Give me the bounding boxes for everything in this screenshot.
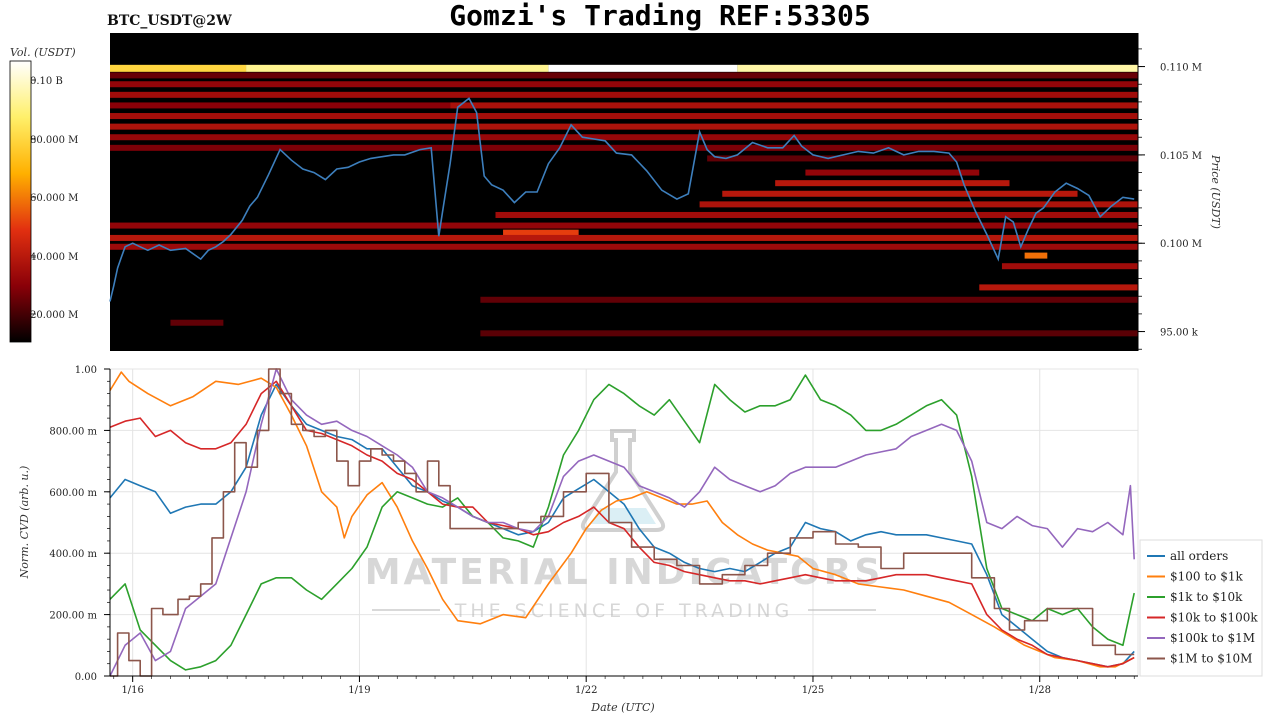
heat-band (495, 211, 1138, 218)
cvd-series-line (109, 383, 1135, 668)
price-tick-label: 95.00 k (1160, 328, 1199, 339)
heat-band (110, 134, 1138, 141)
cvd-x-tick-label: 1/16 (121, 685, 143, 696)
heat-band (110, 64, 247, 72)
heat-band (503, 229, 579, 236)
price-tick-label: 0.105 M (1160, 151, 1202, 162)
heat-band (805, 169, 980, 176)
colorbar: 0.10 B 80.000 M 60.000 M 40.000 M 20.000 M (9, 60, 78, 343)
price-tick-label: 0.100 M (1160, 239, 1202, 250)
heat-band (737, 64, 1138, 72)
heat-band (699, 201, 1138, 208)
flask-liquid (590, 508, 656, 524)
heat-band (480, 296, 1139, 303)
heat-band (110, 243, 1138, 250)
heat-band (450, 102, 1138, 109)
colorbar-tick-label: 60.000 M (30, 193, 78, 204)
legend-label: $100 to $1k (1170, 570, 1243, 584)
price-line (109, 97, 1135, 302)
heat-band (110, 102, 451, 109)
cvd-y-tick-label: 1.00 (75, 365, 97, 376)
legend-label: $1M to $10M (1170, 652, 1252, 666)
heat-band (110, 91, 1138, 98)
watermark-subtitle: THE SCIENCE OF TRADING (454, 600, 794, 622)
colorbar-title: Vol. (USDT) (10, 46, 76, 59)
heat-band (1001, 263, 1138, 270)
heat-band (707, 155, 1138, 162)
legend-box (1139, 539, 1263, 677)
cvd-x-tick-label: 1/19 (348, 685, 370, 696)
cvd-x-tick-label: 1/22 (575, 685, 597, 696)
cvd-y-tick-label: 600.00 m (49, 488, 97, 499)
symbol-label: BTC_USDT@2W (107, 13, 232, 29)
price-axis-title: Price (USDT) (1209, 154, 1222, 229)
heat-band (110, 234, 1138, 241)
heat-band (979, 284, 1138, 291)
legend-label: $1k to $10k (1170, 590, 1243, 604)
cvd-y-tick-label: 800.00 m (49, 426, 97, 437)
colorbar-tick-label: 80.000 M (30, 135, 78, 146)
legend-label: $100k to $1M (1170, 631, 1255, 645)
cvd-series-line (110, 368, 1135, 677)
heat-band (1024, 252, 1048, 259)
cvd-y-axis-title: Norm. CVD (arb. u.) (18, 466, 31, 580)
heat-band (110, 123, 1138, 130)
heat-band (110, 72, 1138, 79)
heat-band (110, 113, 1138, 120)
cvd-y-tick-label: 400.00 m (49, 549, 97, 560)
watermark-title: MATERIAL INDICATORS (365, 552, 884, 593)
cvd-x-tick-label: 1/25 (802, 685, 824, 696)
colorbar-tick-label: 20.000 M (30, 310, 78, 321)
colorbar-tick-label: 0.10 B (30, 76, 63, 87)
colorbar-tick-label: 40.000 M (30, 252, 78, 263)
heat-band (110, 222, 1138, 229)
flask-icon (580, 429, 666, 532)
heat-band (548, 64, 738, 72)
heatmap-panel: 95.00 k 0.100 M 0.105 M 0.110 M Price (USDT) (109, 33, 1222, 351)
legend-label: $10k to $100k (1170, 611, 1258, 625)
colorbar-bar (9, 60, 32, 343)
cvd-x-tick-label: 1/28 (1029, 685, 1051, 696)
cvd-x-axis-title: Date (UTC) (590, 701, 654, 714)
legend: all orders $100 to $1k $1k to $10k $10k to … (1139, 539, 1263, 677)
cvd-series-line (109, 380, 1135, 668)
cvd-panel: MATERIAL INDICATORS THE SCIENCE OF TRADIN… (18, 365, 1139, 714)
watermark: MATERIAL INDICATORS THE SCIENCE OF TRADIN… (365, 429, 884, 622)
legend-label: all orders (1170, 549, 1228, 563)
heat-band (110, 144, 1138, 151)
heat-band (246, 64, 549, 72)
price-tick-label: 0.110 M (1160, 63, 1202, 74)
cvd-y-tick-label: 0.00 (75, 672, 97, 683)
page-title: Gomzi's Trading REF:53305 (449, 0, 870, 32)
heat-band (775, 180, 1010, 187)
heat-band (110, 81, 1138, 88)
heat-band (722, 190, 1078, 197)
cvd-series-line (109, 368, 1135, 677)
heat-band (480, 330, 1139, 337)
cvd-series-line (109, 374, 1135, 671)
cvd-y-tick-label: 200.00 m (49, 611, 97, 622)
heat-band (170, 319, 224, 326)
